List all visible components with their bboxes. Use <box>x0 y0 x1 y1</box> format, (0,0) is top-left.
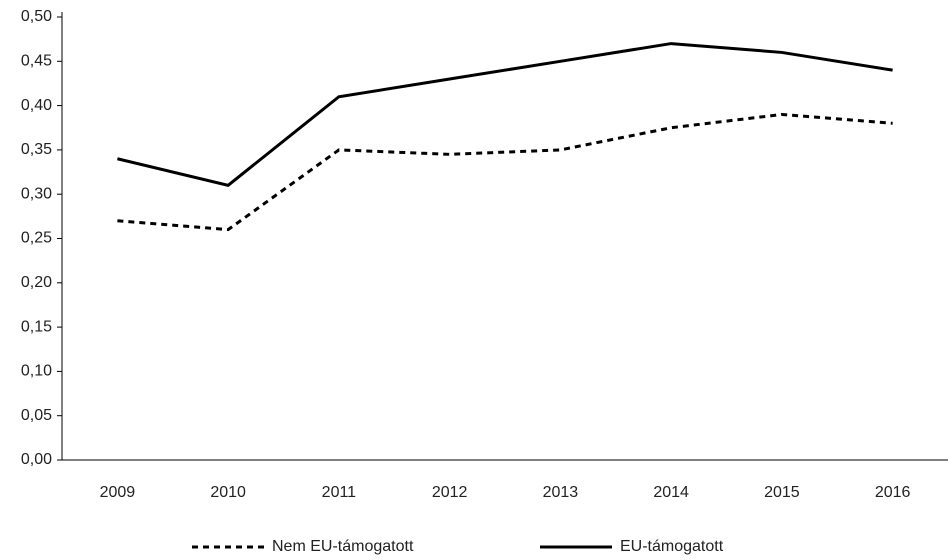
y-tick-label: 0,50 <box>21 8 52 25</box>
x-tick-label: 2015 <box>764 484 800 501</box>
series-line <box>117 42 893 187</box>
y-tick-label: 0,40 <box>21 97 52 114</box>
x-tick-label: 2016 <box>875 484 911 501</box>
x-tick-label: 2010 <box>210 484 246 501</box>
x-tick-label: 2011 <box>322 484 357 501</box>
y-tick-label: 0,10 <box>21 363 52 380</box>
y-tick-label: 0,15 <box>21 318 52 335</box>
y-tick-label: 0,30 <box>21 185 52 202</box>
legend-label: EU-támogatott <box>620 538 724 555</box>
y-tick-label: 0,20 <box>21 274 52 291</box>
series-line <box>117 112 893 232</box>
x-tick-label: 2014 <box>653 484 689 501</box>
x-tick-label: 2012 <box>432 484 468 501</box>
y-tick-label: 0,25 <box>21 230 52 247</box>
y-tick-label: 0,05 <box>21 407 52 424</box>
x-tick-label: 2013 <box>543 484 579 501</box>
y-tick-label: 0,00 <box>21 451 52 468</box>
y-tick-label: 0,45 <box>21 53 52 70</box>
legend-label: Nem EU-támogatott <box>272 538 414 555</box>
y-tick-label: 0,35 <box>21 141 52 158</box>
x-tick-label: 2009 <box>100 484 136 501</box>
